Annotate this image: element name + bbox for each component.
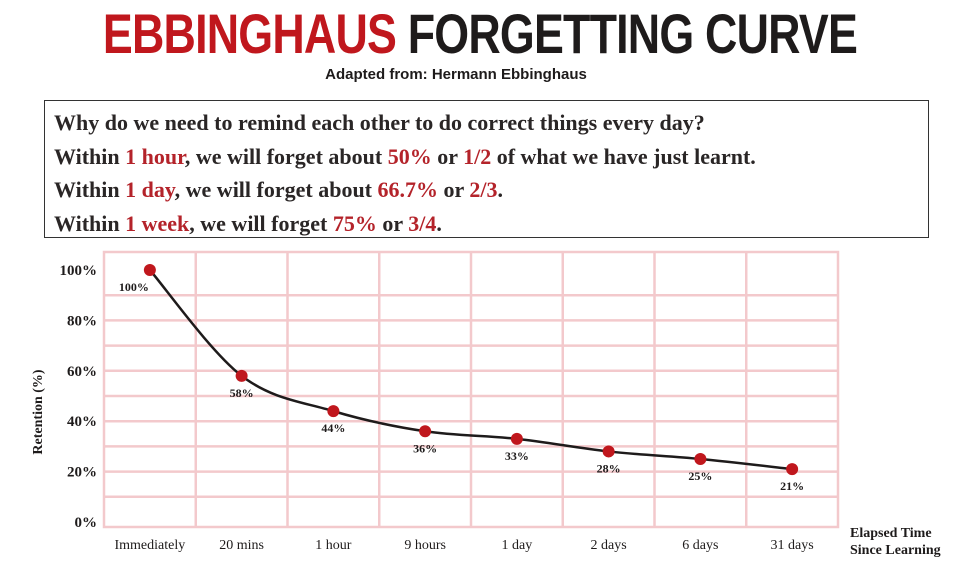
data-point — [510, 432, 523, 445]
highlight-period: 1 hour — [125, 143, 185, 169]
x-tick-label: 6 days — [682, 538, 718, 553]
y-tick-label: 60% — [67, 364, 97, 380]
y-tick-label: 40% — [67, 414, 97, 430]
highlight-period: 1 week — [125, 210, 190, 236]
highlight-fraction: 3/4 — [408, 210, 437, 236]
chart-grid — [102, 250, 840, 529]
data-points — [143, 264, 799, 476]
y-tick-label: 20% — [67, 465, 97, 481]
x-axis-ticks: Immediately 20 mins 1 hour 9 hours 1 day 2 da… — [114, 538, 813, 553]
subtitle: Adapted from: Hermann Ebbinghaus — [325, 66, 587, 83]
x-axis-label-line2: Since Learning — [850, 543, 941, 558]
x-tick-label: 1 hour — [315, 538, 352, 553]
highlight-fraction: 2/3 — [469, 177, 498, 202]
data-label: 36% — [413, 441, 437, 455]
y-tick-label: 80% — [67, 313, 97, 329]
x-tick-label: 1 day — [502, 538, 533, 553]
data-point — [143, 264, 156, 276]
data-label: 28% — [597, 461, 621, 475]
data-point — [327, 405, 340, 418]
x-tick-label: 2 days — [591, 538, 627, 553]
y-tick-label: 0% — [75, 515, 98, 531]
data-point — [786, 463, 799, 476]
data-label: 100% — [119, 280, 149, 294]
highlight-percent: 75% — [332, 210, 377, 236]
data-label: 58% — [230, 386, 254, 400]
page-title: EBBINGHAUS FORGETTING CURVE — [91, 2, 869, 66]
x-tick-label: Immediately — [114, 538, 185, 553]
x-tick-label: 20 mins — [219, 538, 264, 553]
data-labels: 100% 58% 44% 36% 33% 28% 25% 21% — [119, 280, 804, 493]
data-label: 21% — [780, 479, 804, 493]
x-axis-label-line1: Elapsed Time — [850, 526, 932, 541]
y-axis-label: Retention (%) — [31, 369, 46, 454]
highlight-percent: 50% — [387, 143, 432, 169]
highlight-fraction: 1/2 — [463, 143, 492, 169]
data-label: 33% — [505, 449, 529, 463]
question-line: Why do we need to remind each other to d… — [54, 110, 705, 135]
y-tick-label: 100% — [60, 263, 98, 279]
data-label: 44% — [321, 421, 345, 435]
highlight-period: 1 day — [125, 177, 175, 202]
highlight-percent: 66.7% — [377, 177, 439, 202]
fact-line-week: Within 1 week, we will forget 75% or 3/4… — [54, 210, 442, 236]
data-point — [235, 369, 248, 382]
data-point — [419, 425, 432, 438]
data-label: 25% — [688, 469, 712, 483]
fact-line-day: Within 1 day, we will forget about 66.7%… — [54, 177, 504, 202]
explanation-box: Why do we need to remind each other to d… — [44, 100, 929, 238]
x-tick-label: 9 hours — [404, 538, 446, 553]
title-forgetting-curve: FORGETTING CURVE — [407, 2, 858, 65]
data-point — [694, 453, 707, 465]
title-ebbinghaus: EBBINGHAUS — [102, 2, 397, 65]
y-axis-ticks: 0% 20% 40% 60% 80% 100% — [60, 263, 98, 531]
fact-line-hour: Within 1 hour, we will forget about 50% … — [54, 143, 756, 169]
data-point — [602, 445, 615, 458]
x-tick-label: 31 days — [771, 538, 814, 553]
